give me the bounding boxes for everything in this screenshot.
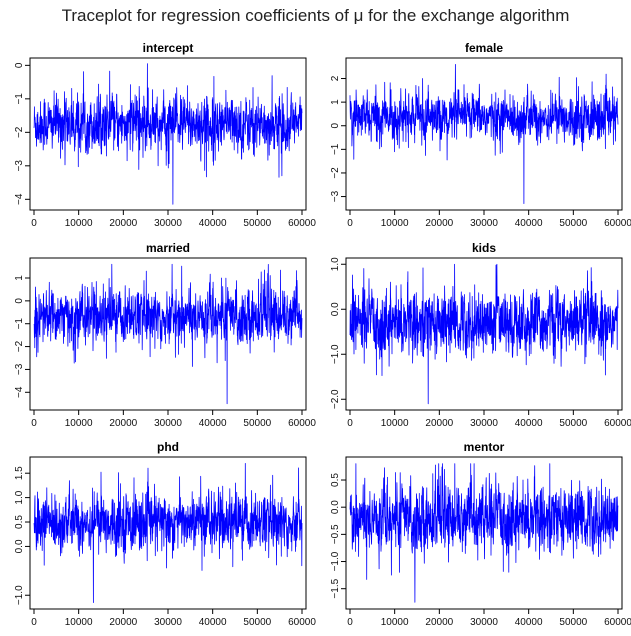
x-tick-label: 50000 bbox=[243, 617, 271, 628]
x-tick-label: 20000 bbox=[109, 418, 137, 429]
y-tick-label: −3 bbox=[14, 363, 25, 375]
x-tick-label: 60000 bbox=[288, 418, 316, 429]
panel-married: married 0 10000 20000 30000 40000 50000 60000 1 0… bbox=[14, 241, 316, 429]
x-tick-label: 10000 bbox=[65, 617, 93, 628]
y-tick-label: −1 bbox=[14, 318, 25, 330]
trace-line bbox=[33, 263, 303, 405]
y-tick-label: −3 bbox=[330, 190, 341, 202]
y-tick-label: −0.5 bbox=[330, 524, 341, 544]
x-tick-label: 50000 bbox=[559, 617, 587, 628]
y-tick-label: 0.0 bbox=[330, 302, 341, 316]
x-tick-label: 10000 bbox=[381, 218, 409, 229]
x-tick-label: 10000 bbox=[381, 418, 409, 429]
x-tick-label: 40000 bbox=[199, 218, 227, 229]
x-tick-label: 40000 bbox=[199, 617, 227, 628]
y-tick-label: −2 bbox=[330, 167, 341, 179]
y-tick-label: 1 bbox=[330, 99, 341, 105]
x-tick-label: 60000 bbox=[604, 218, 631, 229]
y-tick-label: 1.5 bbox=[14, 466, 25, 480]
x-tick-label: 30000 bbox=[470, 617, 498, 628]
y-tick-label: −1.0 bbox=[330, 344, 341, 364]
y-tick-label: −4 bbox=[14, 193, 25, 205]
y-tick-label: −1 bbox=[14, 93, 25, 105]
x-tick-label: 30000 bbox=[154, 617, 182, 628]
x-tick-label: 50000 bbox=[559, 418, 587, 429]
panel-phd: phd 0 10000 20000 30000 40000 50000 60000 1.5 1.0… bbox=[14, 440, 316, 628]
panel-title: female bbox=[465, 41, 503, 55]
trace-line bbox=[349, 263, 619, 405]
x-tick-label: 10000 bbox=[65, 218, 93, 229]
y-tick-label: 0 bbox=[14, 62, 25, 68]
y-tick-label: −2.0 bbox=[330, 389, 341, 409]
y-tick-label: 1.0 bbox=[14, 490, 25, 504]
y-tick-label: −2 bbox=[14, 340, 25, 352]
x-tick-label: 20000 bbox=[109, 617, 137, 628]
x-tick-label: 30000 bbox=[470, 218, 498, 229]
x-tick-label: 20000 bbox=[425, 617, 453, 628]
trace-line bbox=[349, 64, 619, 205]
y-tick-label: −1.5 bbox=[330, 578, 341, 598]
x-tick-label: 60000 bbox=[288, 617, 316, 628]
x-tick-label: 50000 bbox=[243, 418, 271, 429]
y-tick-label: 0 bbox=[14, 298, 25, 304]
x-tick-label: 0 bbox=[31, 617, 37, 628]
y-tick-label: −1.0 bbox=[14, 585, 25, 605]
x-tick-label: 0 bbox=[347, 218, 353, 229]
y-tick-label: −2 bbox=[14, 126, 25, 138]
x-tick-label: 30000 bbox=[154, 418, 182, 429]
x-tick-label: 20000 bbox=[109, 218, 137, 229]
panel-title: phd bbox=[157, 440, 179, 454]
y-tick-label: −3 bbox=[14, 160, 25, 172]
x-tick-label: 30000 bbox=[154, 218, 182, 229]
x-tick-label: 10000 bbox=[381, 617, 409, 628]
panel-mentor: mentor 0 10000 20000 30000 40000 50000 60000 0.5… bbox=[330, 440, 631, 628]
y-tick-label: 0.0 bbox=[14, 539, 25, 553]
page-title: Traceplot for regression coefficients of… bbox=[61, 6, 570, 25]
y-tick-label: 1.0 bbox=[330, 257, 341, 271]
x-tick-label: 60000 bbox=[604, 617, 631, 628]
x-tick-label: 60000 bbox=[288, 218, 316, 229]
x-tick-label: 60000 bbox=[604, 418, 631, 429]
y-tick-label: −1 bbox=[330, 143, 341, 155]
panel-title: married bbox=[146, 241, 190, 255]
x-tick-label: 20000 bbox=[425, 218, 453, 229]
x-tick-label: 0 bbox=[31, 418, 37, 429]
x-tick-label: 0 bbox=[31, 218, 37, 229]
x-tick-label: 50000 bbox=[243, 218, 271, 229]
panel-kids: kids 0 10000 20000 30000 40000 50000 60000 1.0 0.… bbox=[330, 241, 631, 429]
x-tick-label: 40000 bbox=[199, 418, 227, 429]
plot-frame bbox=[345, 57, 623, 211]
panel-title: mentor bbox=[464, 440, 505, 454]
y-tick-label: 1 bbox=[14, 275, 25, 281]
trace-line bbox=[33, 63, 303, 205]
x-tick-label: 0 bbox=[347, 418, 353, 429]
trace-line bbox=[349, 463, 619, 603]
x-tick-label: 20000 bbox=[425, 418, 453, 429]
y-tick-label: 0 bbox=[330, 123, 341, 129]
panel-female: female 0 10000 20000 30000 40000 50000 60000 2 1 0… bbox=[330, 41, 631, 229]
x-tick-label: 40000 bbox=[515, 418, 543, 429]
panel-title: kids bbox=[472, 241, 496, 255]
x-tick-label: 0 bbox=[347, 617, 353, 628]
y-tick-label: 0.0 bbox=[330, 500, 341, 514]
y-tick-label: 2 bbox=[330, 75, 341, 81]
x-tick-label: 40000 bbox=[515, 617, 543, 628]
x-tick-label: 30000 bbox=[470, 418, 498, 429]
y-tick-label: −4 bbox=[14, 386, 25, 398]
trace-line bbox=[33, 462, 303, 603]
x-tick-label: 10000 bbox=[65, 418, 93, 429]
y-tick-label: −1.0 bbox=[330, 551, 341, 571]
y-tick-label: 0.5 bbox=[330, 473, 341, 487]
panel-intercept: intercept 0 10000 20000 30000 40000 50000 60000… bbox=[14, 41, 316, 229]
x-tick-label: 40000 bbox=[515, 218, 543, 229]
x-tick-label: 50000 bbox=[559, 218, 587, 229]
panel-title: intercept bbox=[143, 41, 194, 55]
y-tick-label: 0.5 bbox=[14, 515, 25, 529]
